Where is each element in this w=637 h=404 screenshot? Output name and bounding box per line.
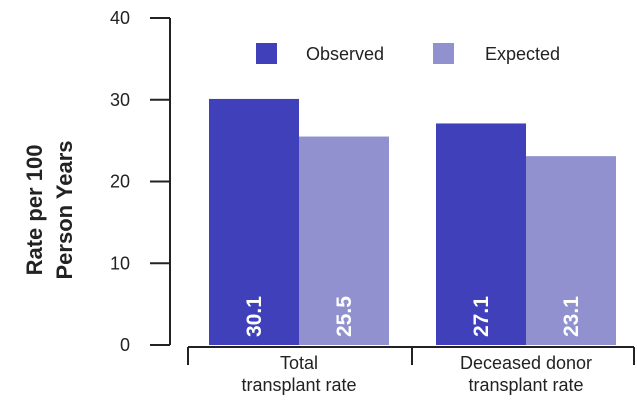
bar <box>526 156 616 345</box>
bar-value-label: 25.5 <box>333 296 356 337</box>
bars: 30.1 27.1 25.5 23.1 <box>209 98 616 346</box>
bar <box>436 123 526 346</box>
bar <box>299 136 389 345</box>
legend-label: Expected <box>485 44 560 64</box>
legend-swatch <box>433 43 454 64</box>
legend-label: Observed <box>306 44 384 64</box>
bar-value-label: 30.1 <box>243 296 266 337</box>
y-tick-label: 0 <box>120 335 130 355</box>
x-category-label: Deceased donor <box>460 353 592 373</box>
bar <box>209 98 299 346</box>
y-axis-title-line: Person Years <box>52 140 77 279</box>
y-axis-title-line: Rate per 100 <box>22 145 47 276</box>
x-category-label: transplant rate <box>241 375 356 395</box>
x-category-label: Total <box>280 353 318 373</box>
y-tick-label: 10 <box>110 253 130 273</box>
y-tick-label: 40 <box>110 8 130 28</box>
bar-value-label: 27.1 <box>470 296 493 337</box>
y-axis: 0 10 20 30 40 <box>110 8 171 355</box>
y-axis-title: Rate per 100 Person Years <box>22 140 77 279</box>
legend: Observed Expected <box>256 43 560 64</box>
x-category-label: transplant rate <box>468 375 583 395</box>
y-tick-label: 30 <box>110 90 130 110</box>
y-tick-label: 20 <box>110 172 130 192</box>
bar-value-label: 23.1 <box>560 296 583 337</box>
legend-swatch <box>256 43 277 64</box>
